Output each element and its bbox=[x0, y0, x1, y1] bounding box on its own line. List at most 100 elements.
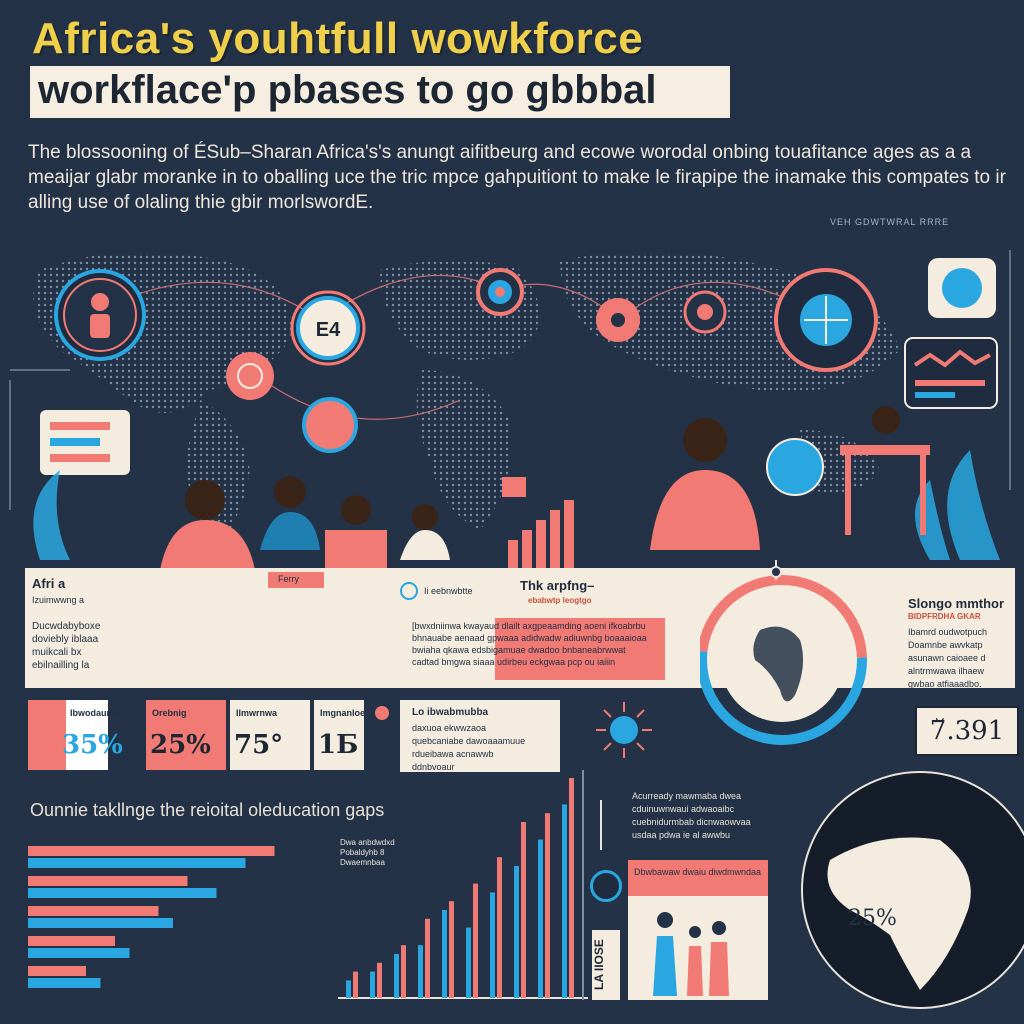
bar-mark bbox=[521, 822, 526, 998]
big-value-box: 7̆.391 bbox=[915, 706, 1019, 756]
people-illustration bbox=[160, 406, 930, 570]
band-mid-label: Ii eebnwbtte bbox=[424, 586, 473, 596]
band-left-body: Ducwdabyboxe doviebly iblaaa muikcali bx… bbox=[32, 621, 101, 671]
bar-mark bbox=[514, 866, 519, 998]
stat-card: Imgnanloe 1Б bbox=[314, 700, 366, 770]
mid-chip-box bbox=[268, 572, 324, 588]
hbar-mark bbox=[28, 966, 86, 976]
bar-mark bbox=[353, 971, 358, 998]
section-title: Ounnie takllnge the reioital oleducation… bbox=[30, 800, 385, 820]
lower-strip bbox=[628, 860, 768, 896]
bar-chart bbox=[338, 778, 588, 999]
band-right-title: Slongo mmthor bbox=[908, 596, 1005, 611]
globe-icon bbox=[590, 870, 622, 902]
info-icon bbox=[400, 582, 418, 600]
bar-mark bbox=[466, 927, 471, 998]
band-center-body: [bwxdniinwa kwayaud dlailt axgpeaamding … bbox=[412, 621, 647, 667]
bar-mark bbox=[425, 918, 430, 998]
stat-value: 75° bbox=[234, 730, 284, 760]
target-icon bbox=[683, 290, 727, 334]
hbar-mark bbox=[28, 888, 217, 898]
bar-mark bbox=[370, 971, 375, 998]
side-box-text: Acurready mawmaba dwea cduinuwnwaui adwa… bbox=[632, 791, 751, 840]
globe-icon bbox=[774, 268, 878, 372]
stat-card: Orebnig 25% bbox=[146, 700, 226, 770]
hbar-mark bbox=[28, 948, 130, 958]
bar-mark bbox=[418, 945, 423, 998]
bar-mark bbox=[490, 892, 495, 998]
band-center-sub: ebabwtp leogtgo bbox=[528, 596, 592, 605]
desc-box-title: Lo ibwabmubba bbox=[412, 707, 489, 718]
africa-ring-graphic bbox=[700, 560, 867, 745]
dot-marker bbox=[375, 706, 389, 720]
line-chart-icon bbox=[904, 337, 998, 409]
network-icon bbox=[596, 298, 640, 342]
title-band bbox=[30, 66, 730, 118]
hbar-mark bbox=[28, 936, 115, 946]
hbar-mark bbox=[28, 978, 101, 988]
bar-mark bbox=[442, 910, 447, 998]
title-line-2: workflace'p pbases to go gbbbal bbox=[38, 68, 657, 112]
bar-mark bbox=[497, 857, 502, 998]
sunburst-icon bbox=[596, 702, 652, 758]
band-left-sub: Izuimwwng a bbox=[32, 595, 85, 605]
bar-mark bbox=[473, 883, 478, 998]
bar-mark bbox=[401, 945, 406, 998]
stat-label: Ibwodaunaa bbox=[70, 708, 123, 718]
earth-icon bbox=[928, 258, 996, 318]
vertical-divider bbox=[582, 770, 584, 1000]
stat-value: 1Б bbox=[318, 730, 359, 760]
home-icon bbox=[502, 477, 526, 497]
desc-box bbox=[400, 700, 560, 772]
gear-icon bbox=[226, 352, 274, 400]
band-left-title: Afri a bbox=[32, 576, 66, 591]
stat-card: Ibwodaunaa 35% bbox=[28, 700, 123, 770]
chart-legend: Dwa anbdwdxd Pobaldyhb 8 Dwaemnbaa bbox=[340, 838, 395, 867]
desc-box-body: daxuoa ekwwzaoa quebcaniabe dawoaaamuue … bbox=[412, 723, 526, 772]
hbar-mark bbox=[28, 858, 246, 868]
stat-value: 35% bbox=[62, 730, 123, 760]
bar-mark bbox=[394, 954, 399, 998]
checklist-icon bbox=[40, 410, 130, 475]
hbar-mark bbox=[28, 876, 188, 886]
big-value: 7̆.391 bbox=[929, 716, 1005, 746]
band-center-title: Thk arpfng– bbox=[520, 578, 595, 593]
hbar-mark bbox=[28, 918, 173, 928]
arrow-divider bbox=[600, 800, 602, 850]
stat-value: 25% bbox=[150, 730, 211, 760]
africa-globe bbox=[801, 771, 1024, 1009]
growth-bars bbox=[508, 500, 574, 570]
globe-percentage: 25% bbox=[848, 906, 897, 931]
vertical-label: LA IIOSE bbox=[592, 930, 620, 1000]
center-highlight bbox=[495, 618, 665, 680]
world-map-illustration: E4 bbox=[9, 250, 1011, 570]
bar-mark bbox=[377, 962, 382, 998]
band-right-body: Ibamrd oudwotpuch Doamnbe awvkatp asunaw… bbox=[908, 627, 988, 689]
stat-label: Ilmwrnwa bbox=[236, 708, 278, 718]
title-line-1: Africa's youhtfull wowkforce bbox=[32, 14, 644, 63]
band-right-sub: BIDPFRDHA GKAR bbox=[908, 612, 981, 621]
bar-mark bbox=[545, 813, 550, 998]
bar-mark bbox=[562, 804, 567, 998]
horizontal-bars bbox=[28, 846, 275, 988]
bar-mark bbox=[538, 839, 543, 998]
bar-mark bbox=[569, 778, 574, 998]
bar-mark bbox=[346, 980, 351, 998]
stat-label: Orebnig bbox=[152, 708, 187, 718]
target-icon bbox=[476, 268, 524, 316]
mid-chip-label: Ferry bbox=[278, 574, 299, 584]
hbar-mark bbox=[28, 846, 275, 856]
stat-label: Imgnanloe bbox=[320, 708, 366, 718]
person-icon bbox=[54, 269, 146, 361]
lower-strip-text: Dbwbawaw dwaiu diwdmwndaa bbox=[634, 867, 762, 877]
ai-icon bbox=[766, 438, 824, 496]
stat-card: Ilmwrnwa 75° bbox=[230, 700, 310, 770]
bar-mark bbox=[449, 901, 454, 998]
badge-icon: E4 bbox=[290, 290, 366, 366]
source-note: VEH GDWTWRAL RRRE bbox=[830, 217, 950, 227]
intro-paragraph: The blossooning of ÉSub–Sharan Africa's'… bbox=[28, 142, 1006, 213]
svg-text:E4: E4 bbox=[316, 319, 341, 341]
family-icon bbox=[653, 912, 729, 996]
chart-icon bbox=[302, 397, 358, 453]
hbar-mark bbox=[28, 906, 159, 916]
